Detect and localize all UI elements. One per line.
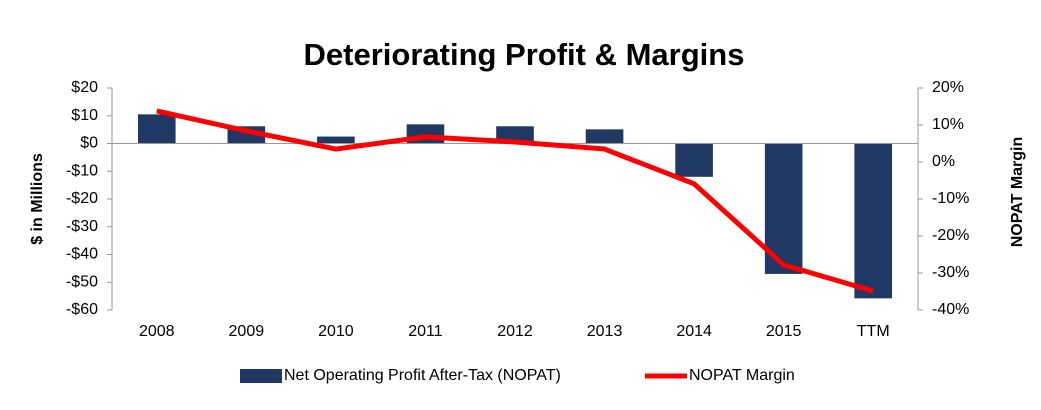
x-tick-label: 2009	[229, 323, 265, 340]
y2-tick-label: 0%	[932, 153, 955, 170]
y-tick-label: $20	[71, 79, 98, 96]
bar	[854, 143, 893, 299]
y2-axis-label: NOPAT Margin	[1009, 137, 1026, 248]
y2-tick-label: 20%	[932, 79, 964, 96]
legend-label: NOPAT Margin	[689, 367, 795, 384]
x-tick-label: 2015	[766, 323, 802, 340]
y-tick-label: $0	[80, 135, 98, 152]
legend-label: Net Operating Profit After-Tax (NOPAT)	[284, 367, 561, 384]
chart-title: Deteriorating Profit & Margins	[304, 37, 745, 72]
y2-tick-label: 10%	[932, 116, 964, 133]
y-tick-label: -$60	[66, 301, 98, 318]
y2-tick-label: -40%	[932, 301, 969, 318]
y-tick-label: $10	[71, 107, 98, 124]
x-tick-label: 2012	[497, 323, 533, 340]
bar	[585, 129, 624, 144]
y2-tick-label: -20%	[932, 227, 969, 244]
bar	[675, 143, 713, 177]
x-tick-label: 2011	[408, 323, 443, 340]
y-tick-label: -$20	[66, 190, 98, 207]
y2-tick-label: -30%	[932, 264, 969, 281]
x-tick-label: 2013	[587, 323, 623, 340]
x-tick-label: 2010	[318, 323, 354, 340]
legend-swatch	[240, 369, 282, 383]
bar	[137, 114, 176, 144]
x-tick-label: 2014	[676, 323, 712, 340]
y-tick-label: -$50	[66, 273, 98, 290]
y2-tick-label: -10%	[932, 190, 969, 207]
y-tick-label: -$40	[66, 246, 98, 263]
line	[156, 108, 874, 294]
x-tick-label: TTM	[857, 323, 890, 340]
x-tick-label: 2008	[139, 323, 175, 340]
y-tick-label: -$10	[66, 162, 98, 179]
y-tick-label: -$30	[66, 218, 98, 235]
y-axis-label: $ in Millions	[29, 153, 46, 245]
bar	[317, 136, 355, 144]
